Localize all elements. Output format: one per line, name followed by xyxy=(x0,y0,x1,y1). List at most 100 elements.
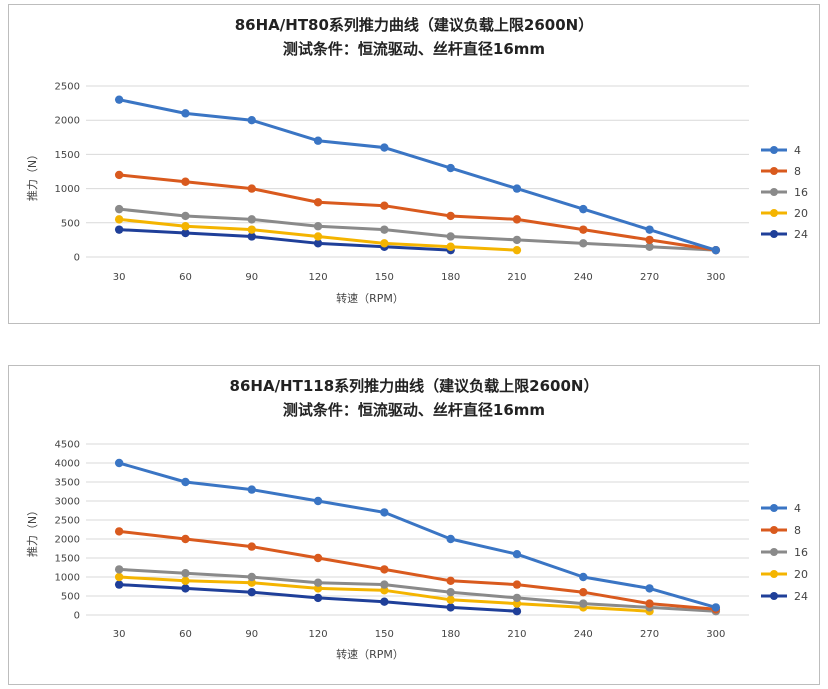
data-point xyxy=(247,572,256,582)
data-point xyxy=(579,599,588,608)
data-point xyxy=(247,184,256,193)
data-point xyxy=(512,607,522,616)
legend-label: 16 xyxy=(794,186,808,199)
series-4 xyxy=(114,458,721,612)
legend-item-8: 8 xyxy=(761,165,801,178)
x-tick-label: 300 xyxy=(706,629,725,640)
data-point xyxy=(181,477,190,487)
data-point xyxy=(181,109,190,118)
x-tick-label: 90 xyxy=(245,272,258,283)
y-tick-label: 2000 xyxy=(55,116,80,127)
legend-item-8: 8 xyxy=(761,524,801,537)
data-point xyxy=(512,245,522,255)
data-point xyxy=(114,580,124,589)
legend-label: 8 xyxy=(794,165,801,178)
data-point xyxy=(313,593,323,603)
series-8 xyxy=(114,170,721,255)
data-point xyxy=(114,572,124,582)
legend-item-24: 24 xyxy=(761,228,808,241)
series-line xyxy=(119,567,716,613)
series-line xyxy=(119,228,451,252)
data-point xyxy=(313,222,323,231)
data-point xyxy=(711,603,721,612)
data-point xyxy=(313,239,323,248)
y-tick-label: 3000 xyxy=(55,497,80,508)
series-20 xyxy=(114,572,654,616)
data-point xyxy=(446,534,455,544)
data-point xyxy=(380,580,389,589)
series-line xyxy=(118,461,717,609)
y-tick-label: 4000 xyxy=(55,459,80,470)
x-tick-label: 150 xyxy=(375,629,394,640)
x-tick-label: 30 xyxy=(113,629,126,640)
data-point xyxy=(380,239,389,248)
data-point xyxy=(114,225,124,234)
x-tick-label: 150 xyxy=(375,272,394,283)
series-24 xyxy=(114,225,455,255)
legend-label: 24 xyxy=(794,590,808,603)
legend-marker xyxy=(770,592,778,600)
series-line xyxy=(118,173,717,252)
data-point xyxy=(512,550,522,559)
data-point xyxy=(181,211,190,221)
legend-item-16: 16 xyxy=(761,546,808,559)
x-tick-label: 90 xyxy=(245,629,258,640)
data-point xyxy=(114,170,124,180)
series-16 xyxy=(114,204,721,255)
data-point xyxy=(579,204,588,214)
data-point xyxy=(313,232,323,241)
data-point xyxy=(114,527,124,536)
data-point xyxy=(380,225,389,234)
data-point xyxy=(512,235,522,245)
data-point xyxy=(114,95,124,104)
x-tick-label: 30 xyxy=(113,272,126,283)
thrust-chart-86ht80: 86HA/HT80系列推力曲线（建议负载上限2600N） 测试条件：恒流驱动、丝… xyxy=(25,16,808,305)
data-point xyxy=(313,496,323,506)
data-point xyxy=(645,584,654,593)
data-point xyxy=(645,599,654,608)
x-tick-label: 240 xyxy=(574,272,593,283)
data-point xyxy=(446,242,455,251)
x-tick-label: 300 xyxy=(706,272,725,283)
chart-panel-1: 86HA/HT80系列推力曲线（建议负载上限2600N） 测试条件：恒流驱动、丝… xyxy=(8,4,820,324)
series-line xyxy=(118,529,716,611)
data-point xyxy=(380,565,389,574)
data-point xyxy=(579,588,588,597)
y-axis-label: 推力（N） xyxy=(25,149,39,201)
x-tick-label: 270 xyxy=(640,272,659,283)
data-point xyxy=(446,211,455,221)
data-point xyxy=(114,458,124,468)
thrust-chart-86ht118: 86HA/HT118系列推力曲线（建议负载上限2600N） 测试条件：恒流驱动、… xyxy=(25,377,808,661)
data-point xyxy=(313,578,323,587)
data-point xyxy=(512,215,522,224)
data-point xyxy=(114,204,124,214)
legend-item-4: 4 xyxy=(761,502,801,515)
data-point xyxy=(380,508,389,517)
data-point xyxy=(181,584,190,593)
y-tick-label: 2000 xyxy=(55,535,80,546)
legend-item-24: 24 xyxy=(761,590,808,603)
x-tick-label: 240 xyxy=(574,629,593,640)
data-point xyxy=(645,235,654,245)
series-line xyxy=(118,207,716,252)
series-8 xyxy=(114,527,721,614)
data-point xyxy=(114,215,124,224)
y-tick-label: 2500 xyxy=(55,82,80,93)
legend-label: 24 xyxy=(794,228,808,241)
data-point xyxy=(181,576,190,585)
legend-item-16: 16 xyxy=(761,186,808,199)
data-point xyxy=(380,143,389,152)
legend-label: 20 xyxy=(794,568,808,581)
y-tick-label: 0 xyxy=(74,611,80,622)
y-tick-label: 1000 xyxy=(55,573,80,584)
data-point xyxy=(711,245,721,255)
data-point xyxy=(446,163,455,173)
x-tick-label: 180 xyxy=(441,629,460,640)
data-point xyxy=(512,593,522,603)
data-point xyxy=(512,184,522,193)
data-point xyxy=(313,553,323,563)
y-tick-label: 0 xyxy=(74,253,80,264)
legend-item-20: 20 xyxy=(761,568,808,581)
data-point xyxy=(181,222,190,231)
y-tick-label: 1000 xyxy=(55,184,80,195)
